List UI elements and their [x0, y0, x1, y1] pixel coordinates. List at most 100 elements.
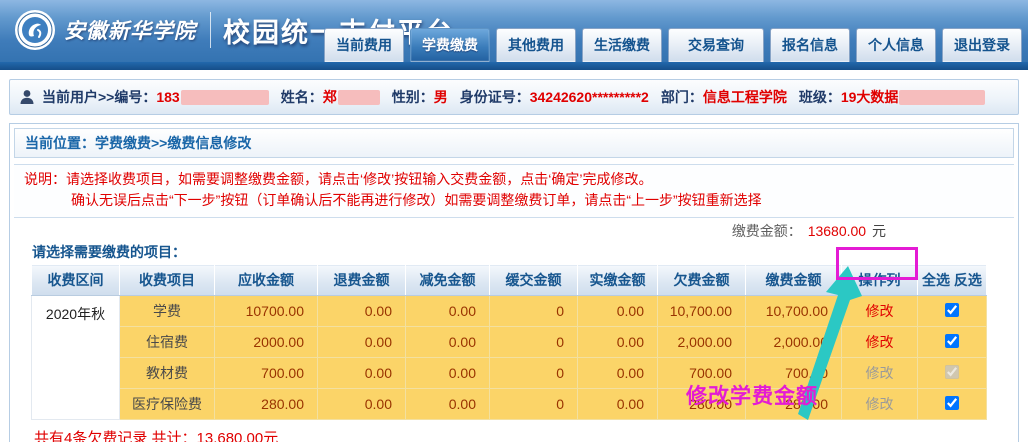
tab-current-fees[interactable]: 当前费用	[324, 28, 404, 62]
cell-paid: 0.00	[577, 295, 658, 327]
select-items-label: 请选择需要缴费的项目：	[32, 244, 186, 260]
cell-item: 医疗保险费	[119, 388, 215, 420]
cell-receivable: 2000.00	[214, 326, 318, 358]
cell-deferred: 0	[489, 357, 578, 389]
user-class-label: 班级：	[798, 89, 841, 105]
cell-receivable: 280.00	[214, 388, 318, 420]
table-header-row: 收费区间 收费项目 应收金额 退费金额 减免金额 缓交金额 实缴金额 欠费金额 …	[31, 264, 987, 296]
cell-owed: 2,000.00	[657, 326, 746, 358]
user-gender-label: 性别：	[391, 89, 434, 105]
tab-other-fees[interactable]: 其他费用	[496, 28, 576, 62]
cell-period: 2020年秋	[31, 295, 120, 420]
cell-reduction: 0.00	[405, 295, 490, 327]
tab-personal-info[interactable]: 个人信息	[856, 28, 936, 62]
row-checkbox[interactable]	[945, 364, 959, 379]
col-receivable: 应收金额	[214, 264, 318, 296]
user-prefix: 当前用户>>	[42, 89, 115, 105]
user-class-value: 19大数据	[840, 89, 899, 105]
annotation-label: 修改学费金额	[686, 385, 818, 408]
instruction-line-2: 确认无误后点击“下一步”按钮（订单确认后不能再进行修改）如需要调整缴费订单，请点…	[71, 192, 762, 208]
table-row: 医疗保险费 280.00 0.00 0.00 0 0.00 280.00 280…	[32, 388, 987, 420]
total-amount-unit: 元	[872, 223, 886, 239]
main-content: 当前位置：学费缴费>>缴费信息修改 说明：请选择收费项目，如需要调整缴费金额，请…	[9, 123, 1019, 442]
cell-item: 住宿费	[119, 326, 215, 358]
modify-button[interactable]: 修改	[865, 365, 894, 381]
app-header: 安徽新华学院 校园统一支付平台 当前费用 学费缴费 其他费用 生活缴费 交易查询…	[0, 0, 1028, 62]
user-icon	[20, 90, 34, 104]
tab-logout[interactable]: 退出登录	[942, 28, 1022, 62]
header-divider-strip	[0, 62, 1028, 70]
row-checkbox[interactable]	[945, 302, 959, 317]
user-id-label: 编号：	[114, 89, 157, 105]
cell-refund: 0.00	[317, 388, 406, 420]
cell-paid: 0.00	[577, 357, 658, 389]
total-amount-label: 缴费金额：	[731, 223, 802, 239]
cell-payment: 10,700.00	[745, 295, 842, 327]
modify-button[interactable]: 修改	[865, 334, 894, 350]
cell-reduction: 0.00	[405, 326, 490, 358]
fees-table: 收费区间 收费项目 应收金额 退费金额 减免金额 缓交金额 实缴金额 欠费金额 …	[31, 264, 987, 420]
instruction-line-1: 说明：请选择收费项目，如需要调整缴费金额，请点击‘修改’按钮输入交费金额，点击‘…	[24, 169, 1004, 190]
cell-deferred: 0	[489, 388, 578, 420]
tab-transaction-query[interactable]: 交易查询	[668, 28, 764, 62]
cell-payment: 2,000.00	[745, 326, 842, 358]
row-checkbox[interactable]	[945, 333, 959, 348]
redaction-block	[180, 89, 269, 105]
arrears-summary: 共有4条欠费记录 共计：13,680.00元	[34, 430, 279, 442]
user-dept-label: 部门：	[660, 89, 703, 105]
cell-owed: 10,700.00	[657, 295, 746, 327]
cell-item: 教材费	[119, 357, 215, 389]
user-name-label: 姓名：	[280, 89, 323, 105]
modify-button[interactable]: 修改	[865, 396, 894, 412]
total-amount-line: 缴费金额： 13680.00 元	[10, 218, 1018, 241]
university-logo-icon	[15, 10, 55, 50]
col-refund: 退费金额	[317, 264, 406, 296]
col-action: 操作列	[841, 264, 918, 296]
table-row: 教材费 700.00 0.00 0.00 0 0.00 700.00 700.0…	[32, 357, 987, 389]
modify-button[interactable]: 修改	[865, 303, 894, 319]
breadcrumb: 当前位置：学费缴费>>缴费信息修改	[14, 128, 1014, 158]
user-gender-value: 男	[433, 89, 448, 105]
col-owed: 欠费金额	[657, 264, 746, 296]
cell-refund: 0.00	[317, 295, 406, 327]
cell-paid: 0.00	[577, 388, 658, 420]
user-name-value: 郑	[322, 89, 337, 105]
cell-receivable: 10700.00	[214, 295, 318, 327]
main-nav: 当前费用 学费缴费 其他费用 生活缴费 交易查询 报名信息 个人信息 退出登录	[324, 28, 1022, 62]
cell-deferred: 0	[489, 295, 578, 327]
cell-refund: 0.00	[317, 326, 406, 358]
total-amount-value: 13680.00	[807, 223, 867, 239]
current-user-bar: 当前用户>> 编号： 183 姓名：郑 性别：男 身份证号： 34242620****…	[9, 79, 1019, 115]
cell-owed: 280.00	[657, 388, 746, 420]
table-row: 住宿费 2000.00 0.00 0.00 0 0.00 2,000.00 2,…	[32, 326, 987, 358]
col-fee-item: 收费项目	[119, 264, 215, 296]
col-paid: 实缴金额	[577, 264, 658, 296]
brand-divider	[210, 12, 211, 48]
redaction-block	[899, 89, 986, 105]
tab-tuition-payment[interactable]: 学费缴费	[410, 28, 490, 62]
col-deferred: 缓交金额	[489, 264, 578, 296]
col-fee-period: 收费区间	[31, 264, 120, 296]
user-idcard-value: 34242620*********2	[529, 89, 649, 105]
cell-reduction: 0.00	[405, 357, 490, 389]
cell-deferred: 0	[489, 326, 578, 358]
user-idcard-label: 身份证号：	[459, 89, 530, 105]
col-reduction: 减免金额	[405, 264, 490, 296]
instruction-text-1: 请选择收费项目，如需要调整缴费金额，请点击‘修改’按钮输入交费金额，点击‘确定’…	[66, 171, 653, 187]
cell-receivable: 700.00	[214, 357, 318, 389]
instruction-label: 说明：	[24, 171, 66, 187]
cell-refund: 0.00	[317, 357, 406, 389]
cell-item: 学费	[119, 295, 215, 327]
cell-reduction: 0.00	[405, 388, 490, 420]
instructions: 说明：请选择收费项目，如需要调整缴费金额，请点击‘修改’按钮输入交费金额，点击‘…	[14, 164, 1014, 218]
table-row: 2020年秋 学费 10700.00 0.00 0.00 0 0.00 10,7…	[31, 295, 987, 420]
col-payment: 缴费金额	[745, 264, 842, 296]
user-id-value: 183	[156, 89, 180, 105]
cell-paid: 0.00	[577, 326, 658, 358]
col-select-all-invert[interactable]: 全选 反选	[917, 264, 987, 296]
row-checkbox[interactable]	[945, 395, 959, 410]
redaction-block	[337, 89, 380, 105]
tab-registration-info[interactable]: 报名信息	[770, 28, 850, 62]
tab-living-payment[interactable]: 生活缴费	[582, 28, 662, 62]
user-dept-value: 信息工程学院	[702, 89, 787, 105]
